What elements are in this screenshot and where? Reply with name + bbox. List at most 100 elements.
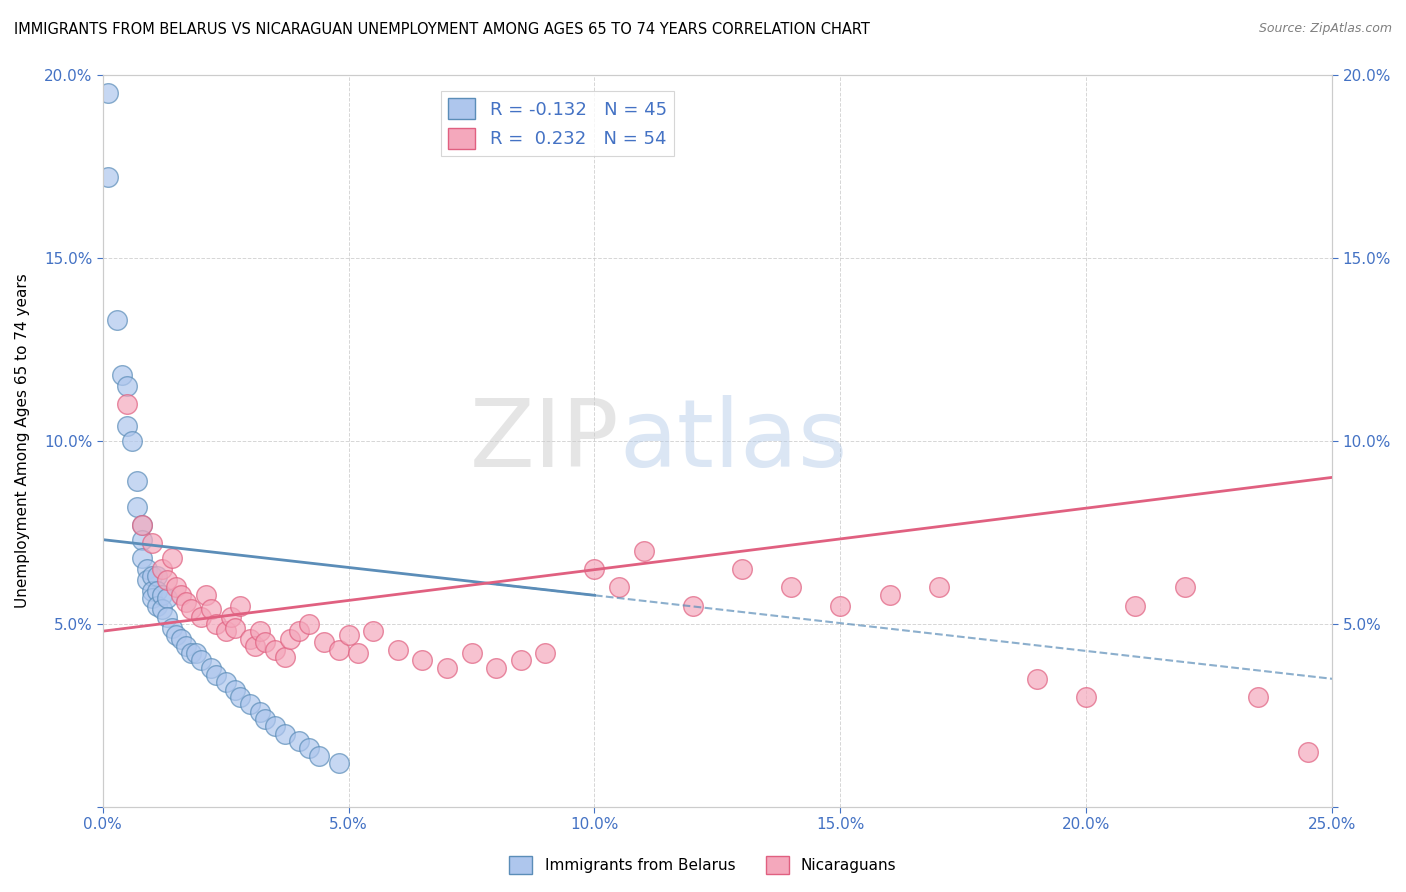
Point (436, 661, 458, 675)
Point (682, 599, 704, 613)
Point (253, 635, 276, 649)
Point (190, 609, 212, 624)
Point (204, 668, 226, 682)
Point (780, 580, 803, 594)
Point (117, 419, 139, 434)
Point (131, 518, 153, 533)
Point (150, 562, 173, 576)
Point (249, 705, 271, 719)
Point (224, 682, 246, 697)
Point (337, 628, 360, 642)
Point (107, 313, 129, 327)
Point (1247, 690, 1270, 705)
Point (200, 661, 222, 675)
Point (288, 734, 311, 748)
Point (229, 690, 252, 705)
Point (174, 595, 197, 609)
Point (150, 602, 173, 616)
Text: IMMIGRANTS FROM BELARUS VS NICARAGUAN UNEMPLOYMENT AMONG AGES 65 TO 74 YEARS COR: IMMIGRANTS FROM BELARUS VS NICARAGUAN UN… (14, 22, 870, 37)
Point (174, 639, 197, 653)
Point (298, 741, 321, 756)
Point (194, 588, 217, 602)
Point (239, 632, 262, 646)
Point (156, 591, 179, 606)
Point (180, 602, 202, 616)
Point (308, 748, 330, 763)
Point (214, 675, 236, 690)
Point (180, 646, 202, 660)
Point (239, 698, 262, 712)
Point (347, 646, 370, 660)
Point (160, 621, 183, 635)
Text: atlas: atlas (619, 395, 848, 487)
Point (273, 649, 295, 664)
Point (1076, 690, 1098, 705)
Point (117, 379, 139, 393)
Point (243, 639, 266, 653)
Point (879, 588, 901, 602)
Point (127, 500, 149, 514)
Point (460, 646, 482, 660)
Point (509, 653, 531, 667)
Point (156, 609, 179, 624)
Point (150, 588, 173, 602)
Point (136, 562, 159, 576)
Point (141, 536, 163, 550)
Point (170, 632, 193, 646)
Point (200, 602, 222, 616)
Point (165, 580, 187, 594)
Point (361, 624, 384, 639)
Point (160, 550, 183, 565)
Point (263, 642, 285, 657)
Point (607, 580, 630, 594)
Point (224, 621, 246, 635)
Point (146, 569, 169, 583)
Legend: R = -0.132   N = 45, R =  0.232   N = 54: R = -0.132 N = 45, R = 0.232 N = 54 (441, 91, 673, 156)
Point (111, 368, 134, 382)
Text: Source: ZipAtlas.com: Source: ZipAtlas.com (1258, 22, 1392, 36)
Point (263, 719, 285, 733)
Point (1174, 580, 1197, 594)
Point (131, 550, 153, 565)
Point (928, 580, 950, 594)
Point (278, 632, 301, 646)
Point (288, 624, 311, 639)
Point (583, 562, 606, 576)
Point (204, 616, 226, 631)
Point (127, 474, 149, 488)
Point (1026, 672, 1049, 686)
Point (165, 628, 187, 642)
Point (387, 642, 409, 657)
Point (146, 583, 169, 598)
Point (156, 573, 179, 587)
Point (298, 616, 321, 631)
Point (136, 573, 159, 587)
Point (141, 569, 163, 583)
Point (253, 712, 276, 726)
Point (830, 599, 852, 613)
Point (184, 646, 207, 660)
Point (1296, 745, 1319, 759)
Point (131, 533, 153, 547)
Text: ZIP: ZIP (470, 395, 619, 487)
Point (219, 609, 242, 624)
Point (485, 661, 508, 675)
Point (534, 646, 557, 660)
Point (121, 434, 143, 448)
Point (97, 86, 120, 100)
Point (1125, 599, 1147, 613)
Point (97, 170, 120, 185)
Point (731, 562, 754, 576)
Point (273, 727, 295, 741)
Point (214, 624, 236, 639)
Point (328, 756, 350, 770)
Point (170, 588, 193, 602)
Point (131, 518, 153, 533)
Point (633, 543, 655, 558)
Point (312, 635, 335, 649)
Y-axis label: Unemployment Among Ages 65 to 74 years: Unemployment Among Ages 65 to 74 years (15, 273, 30, 608)
Point (249, 624, 271, 639)
Point (141, 591, 163, 606)
Point (141, 583, 163, 598)
Point (146, 599, 169, 613)
